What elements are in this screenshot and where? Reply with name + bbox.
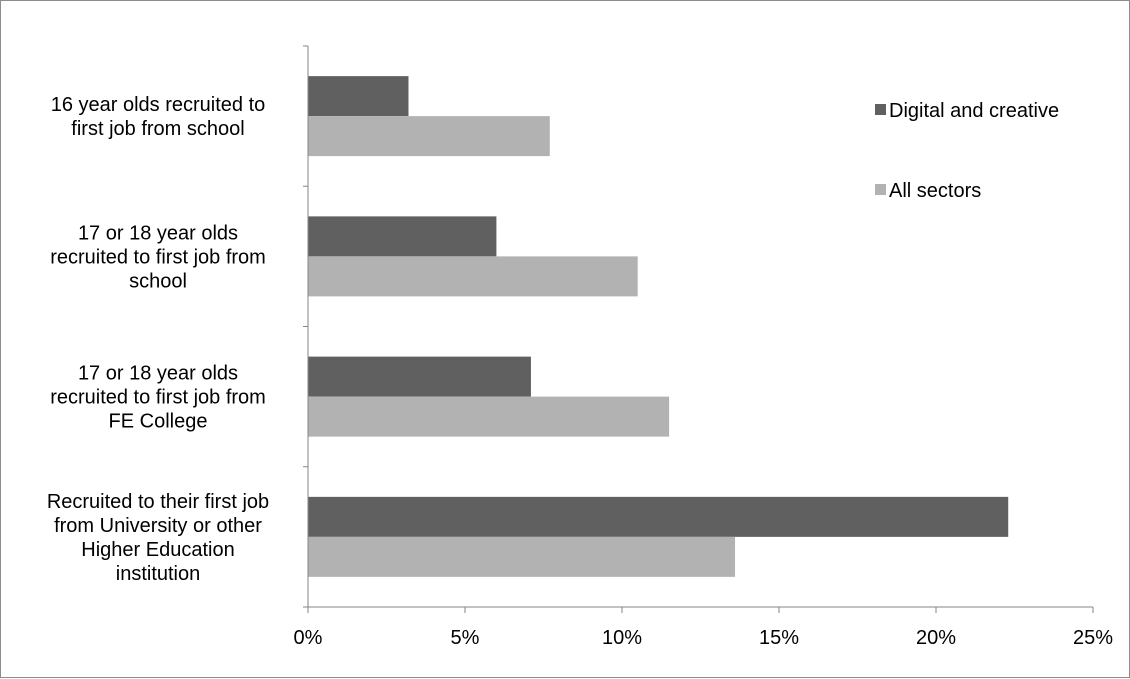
category-label-3-line-0: Recruited to their first job: [47, 491, 269, 513]
category-label-3-line-3: institution: [116, 563, 201, 585]
category-label-2-line-2: FE College: [109, 411, 208, 433]
category-label-2-line-0: 17 or 18 year olds: [78, 363, 238, 385]
bar-digital-creative-3: [308, 496, 1009, 537]
legend-label-0: Digital and creative: [889, 100, 1059, 122]
bar-all-sectors-2: [308, 396, 670, 437]
bar-all-sectors-0: [308, 116, 550, 157]
category-label-1-line-2: school: [129, 270, 187, 292]
x-tick-label-3: 15%: [759, 627, 799, 649]
category-label-2-line-1: recruited to first job from: [50, 387, 266, 409]
category-label-0-line-0: 16 year olds recruited to: [51, 94, 266, 116]
legend-swatch-0: [875, 104, 886, 115]
x-tick-label-2: 10%: [602, 627, 642, 649]
x-tick-label-0: 0%: [294, 627, 323, 649]
category-label-3-line-2: Higher Education: [81, 539, 234, 561]
x-tick-label-1: 5%: [451, 627, 480, 649]
legend-swatch-1: [875, 184, 886, 195]
bar-digital-creative-1: [308, 216, 497, 257]
category-label-0-line-1: first job from school: [71, 118, 244, 140]
category-label-1-line-1: recruited to first job from: [50, 246, 266, 268]
category-label-3-line-1: from University or other: [54, 515, 262, 537]
x-tick-label-5: 25%: [1073, 627, 1113, 649]
x-tick-label-4: 20%: [916, 627, 956, 649]
bar-digital-creative-0: [308, 76, 409, 117]
legend-label-1: All sectors: [889, 180, 981, 202]
bar-digital-creative-2: [308, 356, 531, 397]
bar-all-sectors-1: [308, 256, 638, 297]
bar-all-sectors-3: [308, 536, 736, 577]
category-label-1-line-0: 17 or 18 year olds: [78, 222, 238, 244]
